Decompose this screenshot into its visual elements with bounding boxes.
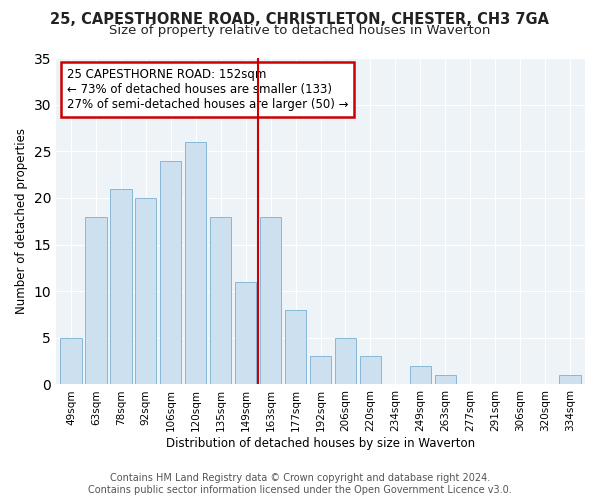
Bar xyxy=(410,366,431,384)
Bar xyxy=(260,216,281,384)
Bar xyxy=(210,216,232,384)
Bar xyxy=(434,375,456,384)
X-axis label: Distribution of detached houses by size in Waverton: Distribution of detached houses by size … xyxy=(166,437,475,450)
Text: 25 CAPESTHORNE ROAD: 152sqm
← 73% of detached houses are smaller (133)
27% of se: 25 CAPESTHORNE ROAD: 152sqm ← 73% of det… xyxy=(67,68,348,111)
Text: Size of property relative to detached houses in Waverton: Size of property relative to detached ho… xyxy=(109,24,491,37)
Bar xyxy=(310,356,331,384)
Bar xyxy=(110,188,131,384)
Bar xyxy=(61,338,82,384)
Text: Contains HM Land Registry data © Crown copyright and database right 2024.
Contai: Contains HM Land Registry data © Crown c… xyxy=(88,474,512,495)
Text: 25, CAPESTHORNE ROAD, CHRISTLETON, CHESTER, CH3 7GA: 25, CAPESTHORNE ROAD, CHRISTLETON, CHEST… xyxy=(50,12,550,28)
Bar xyxy=(235,282,256,384)
Bar xyxy=(360,356,381,384)
Bar xyxy=(85,216,107,384)
Bar xyxy=(185,142,206,384)
Bar xyxy=(135,198,157,384)
Bar xyxy=(285,310,306,384)
Bar xyxy=(335,338,356,384)
Bar xyxy=(559,375,581,384)
Y-axis label: Number of detached properties: Number of detached properties xyxy=(15,128,28,314)
Bar xyxy=(160,160,181,384)
